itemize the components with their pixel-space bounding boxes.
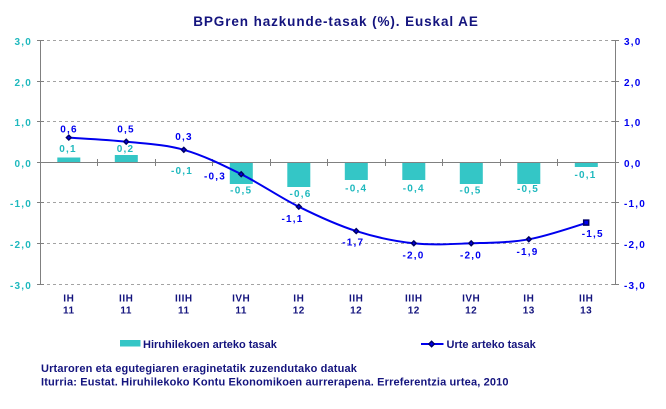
svg-text:12: 12 bbox=[350, 306, 362, 317]
svg-text:IIH: IIH bbox=[119, 294, 133, 305]
svg-text:IH: IH bbox=[293, 294, 304, 305]
svg-text:BPGren hazkunde-tasak (%). Eus: BPGren hazkunde-tasak (%). Euskal AE bbox=[193, 14, 478, 29]
svg-text:IIIH: IIIH bbox=[175, 294, 193, 305]
svg-text:-0,1: -0,1 bbox=[171, 166, 193, 177]
svg-text:2,0: 2,0 bbox=[624, 78, 642, 89]
svg-text:0,6: 0,6 bbox=[60, 125, 78, 136]
svg-text:-0,4: -0,4 bbox=[403, 184, 425, 195]
svg-text:12: 12 bbox=[408, 306, 420, 317]
svg-text:11: 11 bbox=[63, 306, 75, 317]
svg-text:0,3: 0,3 bbox=[175, 132, 193, 143]
svg-text:-1,0: -1,0 bbox=[10, 199, 32, 210]
svg-text:IIH: IIH bbox=[349, 294, 363, 305]
svg-text:-1,9: -1,9 bbox=[516, 247, 538, 258]
svg-text:-3,0: -3,0 bbox=[624, 281, 646, 292]
svg-text:13: 13 bbox=[580, 306, 592, 317]
svg-text:13: 13 bbox=[523, 306, 535, 317]
svg-text:12: 12 bbox=[465, 306, 477, 317]
svg-text:-1,1: -1,1 bbox=[281, 214, 303, 225]
svg-text:-0,4: -0,4 bbox=[345, 184, 367, 195]
svg-text:-1,0: -1,0 bbox=[624, 199, 646, 210]
svg-text:IVH: IVH bbox=[462, 294, 480, 305]
svg-text:-2,0: -2,0 bbox=[402, 251, 424, 262]
svg-text:Hiruhilekoen arteko tasak: Hiruhilekoen arteko tasak bbox=[143, 339, 278, 351]
svg-text:11: 11 bbox=[235, 306, 247, 317]
svg-text:-0,5: -0,5 bbox=[459, 186, 481, 197]
svg-text:-2,0: -2,0 bbox=[10, 240, 32, 251]
svg-text:IIIH: IIIH bbox=[405, 294, 423, 305]
svg-text:3,0: 3,0 bbox=[14, 37, 32, 48]
svg-text:0,0: 0,0 bbox=[14, 159, 32, 170]
svg-text:-0,6: -0,6 bbox=[289, 189, 311, 200]
svg-text:-0,5: -0,5 bbox=[230, 186, 252, 197]
svg-text:-1,5: -1,5 bbox=[582, 229, 604, 240]
svg-text:0,2: 0,2 bbox=[117, 144, 135, 155]
svg-text:1,0: 1,0 bbox=[624, 118, 642, 129]
svg-text:11: 11 bbox=[178, 306, 190, 317]
svg-text:11: 11 bbox=[120, 306, 132, 317]
svg-text:-0,1: -0,1 bbox=[574, 170, 596, 181]
svg-text:Iturria: Eustat. Hiruhilekoko: Iturria: Eustat. Hiruhilekoko Kontu Ekon… bbox=[41, 377, 509, 389]
svg-text:IVH: IVH bbox=[232, 294, 250, 305]
svg-text:IH: IH bbox=[523, 294, 534, 305]
svg-text:IH: IH bbox=[63, 294, 74, 305]
svg-text:2,0: 2,0 bbox=[14, 78, 32, 89]
svg-text:0,0: 0,0 bbox=[624, 159, 642, 170]
svg-text:0,5: 0,5 bbox=[117, 125, 135, 136]
svg-text:0,1: 0,1 bbox=[59, 144, 77, 155]
svg-text:1,0: 1,0 bbox=[14, 118, 32, 129]
svg-text:-1,7: -1,7 bbox=[342, 238, 364, 249]
svg-text:-0,5: -0,5 bbox=[517, 184, 539, 195]
svg-text:-3,0: -3,0 bbox=[10, 281, 32, 292]
svg-text:Urtaroren eta egutegiaren erag: Urtaroren eta egutegiaren eraginetatik z… bbox=[41, 363, 358, 375]
svg-text:-2,0: -2,0 bbox=[460, 251, 482, 262]
svg-text:-2,0: -2,0 bbox=[624, 240, 646, 251]
svg-text:12: 12 bbox=[293, 306, 305, 317]
svg-text:Urte arteko tasak: Urte arteko tasak bbox=[447, 339, 537, 351]
svg-text:-0,3: -0,3 bbox=[204, 172, 226, 183]
svg-text:IIH: IIH bbox=[579, 294, 593, 305]
svg-text:3,0: 3,0 bbox=[624, 37, 642, 48]
